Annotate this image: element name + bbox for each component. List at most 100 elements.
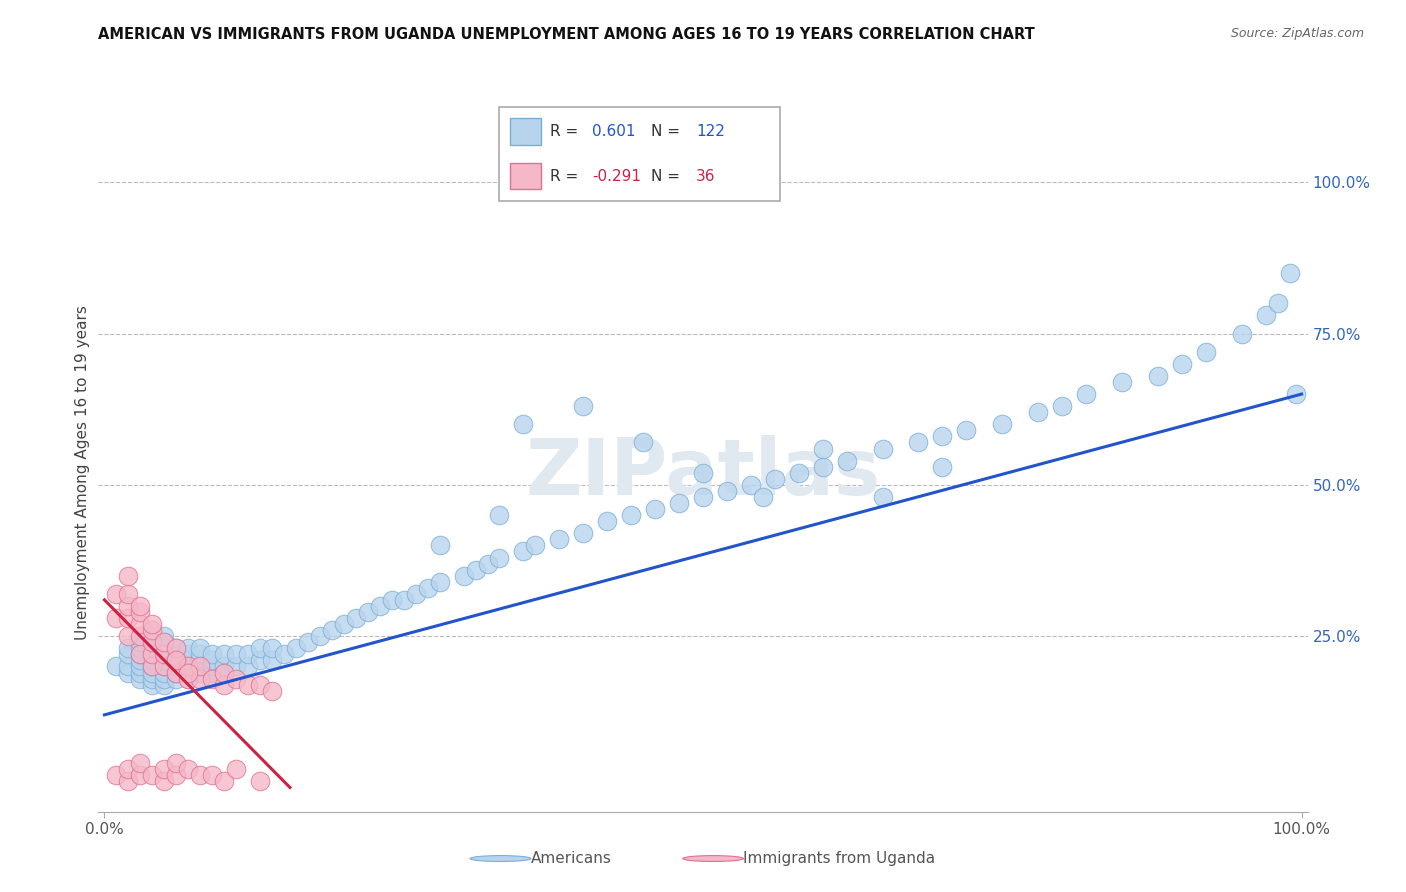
Point (249, 774, 271, 789)
Point (129, 617, 152, 632)
Point (188, 641, 211, 656)
Point (141, 659, 163, 673)
Text: -0.291: -0.291 (592, 169, 641, 184)
Point (153, 774, 176, 789)
Point (548, 533, 571, 547)
Point (117, 629, 139, 643)
Point (668, 496, 690, 510)
Text: 122: 122 (696, 124, 725, 139)
Point (129, 641, 152, 656)
Point (284, 641, 307, 656)
Point (477, 557, 499, 571)
Point (572, 399, 595, 413)
Point (716, 483, 738, 498)
Point (129, 653, 152, 667)
Point (1111, 375, 1133, 389)
Point (153, 635, 176, 649)
Point (117, 648, 139, 662)
Point (212, 665, 235, 680)
Point (129, 635, 152, 649)
Point (117, 665, 139, 680)
Point (260, 653, 283, 667)
Point (416, 581, 439, 595)
Point (212, 678, 235, 692)
Point (117, 774, 139, 789)
Point (117, 762, 139, 776)
Point (153, 635, 176, 649)
Point (165, 672, 187, 686)
Point (201, 768, 224, 782)
Point (344, 611, 367, 625)
Point (141, 678, 163, 692)
Point (620, 508, 643, 523)
Point (141, 659, 163, 673)
Point (1267, 296, 1289, 310)
Point (201, 653, 224, 667)
Point (129, 659, 152, 673)
Point (357, 605, 380, 619)
Point (392, 592, 415, 607)
Point (1254, 309, 1277, 323)
Point (165, 641, 187, 656)
Point (429, 538, 451, 552)
Point (153, 659, 176, 673)
Point (165, 653, 187, 667)
Point (1230, 326, 1253, 341)
Point (153, 659, 176, 673)
Point (931, 459, 953, 474)
Text: 0.601: 0.601 (592, 124, 636, 139)
Point (236, 678, 259, 692)
Point (129, 672, 152, 686)
Text: ZIPatlas: ZIPatlas (526, 434, 880, 511)
Point (333, 617, 356, 632)
Point (105, 659, 128, 673)
Point (1284, 387, 1306, 401)
Point (692, 490, 714, 504)
Point (835, 453, 858, 467)
Point (177, 672, 200, 686)
Point (309, 629, 332, 643)
Point (141, 665, 163, 680)
Point (165, 768, 187, 782)
Point (141, 623, 163, 637)
Point (153, 629, 176, 643)
Point (1171, 357, 1194, 371)
Text: R =: R = (550, 169, 583, 184)
Point (129, 648, 152, 662)
Point (201, 665, 224, 680)
Text: Americans: Americans (531, 851, 612, 866)
Point (212, 659, 235, 673)
Point (177, 659, 200, 673)
Point (596, 514, 619, 528)
Point (488, 550, 510, 565)
Point (872, 442, 894, 456)
Text: Source: ZipAtlas.com: Source: ZipAtlas.com (1230, 27, 1364, 40)
Point (464, 563, 486, 577)
Circle shape (470, 855, 531, 862)
Point (105, 587, 128, 601)
Point (524, 538, 547, 552)
Point (141, 635, 163, 649)
Point (165, 756, 187, 771)
Point (201, 648, 224, 662)
Point (141, 629, 163, 643)
Point (105, 768, 128, 782)
Point (117, 659, 139, 673)
Point (177, 641, 200, 656)
Point (188, 653, 211, 667)
Point (165, 641, 187, 656)
Point (260, 683, 283, 698)
Point (249, 678, 271, 692)
Text: N =: N = (651, 124, 685, 139)
Point (141, 672, 163, 686)
Point (321, 623, 343, 637)
Point (177, 762, 200, 776)
Point (273, 648, 295, 662)
Point (225, 659, 247, 673)
FancyBboxPatch shape (499, 107, 780, 201)
Y-axis label: Unemployment Among Ages 16 to 19 years: Unemployment Among Ages 16 to 19 years (75, 305, 90, 640)
Point (105, 611, 128, 625)
Point (188, 672, 211, 686)
Text: Immigrants from Uganda: Immigrants from Uganda (744, 851, 935, 866)
Point (141, 635, 163, 649)
